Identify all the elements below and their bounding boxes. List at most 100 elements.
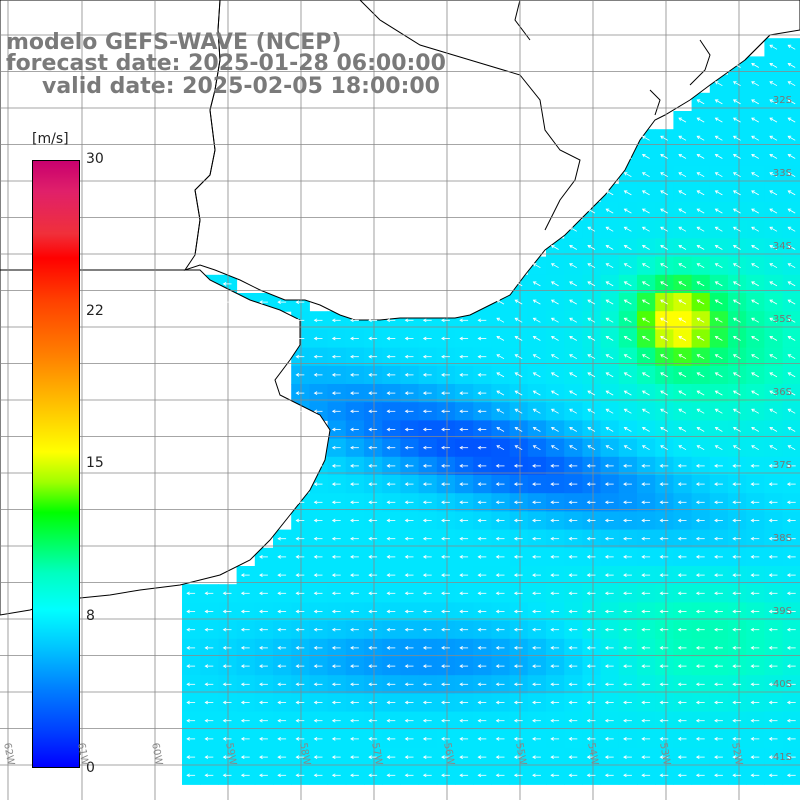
wind-arrow — [606, 299, 614, 305]
wind-arrow-head — [732, 226, 737, 231]
wind-arrow-head — [769, 208, 774, 212]
wind-arrow — [587, 372, 596, 378]
wind-arrow-head — [732, 518, 736, 523]
wind-arrow-head — [768, 773, 773, 778]
colorbar-tick: 8 — [86, 608, 95, 624]
wind-arrow-head — [786, 518, 791, 523]
wind-arrow-head — [259, 646, 263, 650]
speed-cell — [782, 92, 800, 112]
wind-arrow-head — [714, 99, 719, 103]
speed-cell — [782, 365, 800, 385]
wind-arrow — [515, 281, 523, 287]
wind-arrow-head — [532, 718, 536, 723]
wind-arrow-head — [769, 99, 774, 103]
wind-arrow-head — [422, 518, 427, 523]
wind-arrow-head — [660, 281, 664, 285]
wind-arrow-head — [350, 318, 354, 323]
wind-arrow — [642, 135, 650, 141]
wind-arrow — [660, 372, 668, 378]
wind-arrow-head — [240, 591, 245, 596]
speed-cell — [782, 74, 800, 94]
wind-arrow-head — [768, 627, 773, 632]
wind-arrow-head — [368, 773, 372, 778]
wind-arrow-head — [477, 500, 482, 505]
wind-arrow-head — [295, 300, 300, 304]
wind-arrow-head — [623, 646, 627, 650]
wind-arrow — [715, 263, 723, 269]
wind-arrow-head — [368, 682, 372, 687]
wind-arrow-head — [751, 354, 755, 358]
wind-arrow — [678, 154, 687, 159]
wind-arrow-head — [513, 464, 518, 468]
wind-arrow — [788, 226, 796, 232]
wind-arrow-head — [331, 409, 336, 414]
wind-arrow-head — [678, 245, 683, 249]
wind-arrow-head — [586, 682, 591, 687]
wind-arrow-head — [532, 354, 537, 358]
wind-arrow-head — [404, 773, 409, 778]
wind-arrow-head — [295, 718, 300, 723]
wind-arrow-head — [477, 409, 482, 414]
wind-arrow-head — [368, 445, 372, 450]
wind-arrow-head — [587, 408, 592, 413]
wind-arrow-head — [459, 445, 463, 450]
wind-arrow-head — [641, 664, 645, 668]
wind-arrow-head — [477, 609, 482, 614]
wind-arrow — [660, 427, 668, 432]
wind-arrow — [769, 135, 778, 141]
wind-arrow — [496, 427, 505, 432]
wind-arrow-head — [659, 464, 664, 468]
wind-arrow-head — [568, 464, 573, 468]
wind-arrow — [769, 208, 778, 214]
wind-arrow — [642, 427, 650, 432]
wind-arrow-head — [313, 737, 318, 741]
wind-arrow — [660, 226, 668, 232]
wind-arrow-head — [350, 591, 354, 596]
wind-arrow-head — [569, 354, 573, 358]
wind-arrow-head — [222, 627, 227, 632]
wind-arrow-head — [568, 555, 573, 559]
wind-arrow-head — [186, 773, 190, 778]
wind-arrow-head — [750, 627, 755, 632]
wind-arrow-head — [331, 555, 336, 559]
wind-arrow-head — [495, 500, 500, 505]
wind-arrow — [624, 317, 632, 323]
wind-arrow — [678, 172, 687, 178]
wind-arrow-head — [732, 445, 737, 449]
wind-arrow-head — [623, 773, 627, 778]
wind-arrow — [496, 299, 505, 305]
wind-arrow — [624, 226, 632, 232]
wind-arrow-head — [441, 336, 445, 341]
wind-arrow-head — [641, 464, 645, 468]
wind-arrow-head — [750, 536, 755, 541]
wind-arrow-head — [714, 518, 718, 523]
wind-arrow-head — [441, 318, 445, 323]
wind-arrow-head — [714, 718, 718, 723]
wind-arrow-head — [259, 664, 263, 668]
wind-arrow-head — [422, 609, 427, 614]
wind-arrow-head — [751, 190, 755, 194]
wind-arrow-head — [786, 755, 791, 759]
wind-arrow — [496, 317, 505, 323]
wind-arrow-head — [513, 646, 518, 650]
wind-arrow — [678, 190, 687, 196]
wind-arrow-head — [441, 464, 445, 468]
wind-arrow — [678, 372, 687, 378]
wind-arrow-head — [750, 700, 755, 705]
wind-arrow-head — [605, 226, 610, 231]
wind-arrow-head — [222, 737, 227, 741]
wind-arrow — [533, 372, 541, 378]
wind-arrow-head — [696, 263, 701, 267]
wind-arrow — [751, 172, 759, 178]
wind-arrow — [715, 372, 723, 378]
wind-arrow-head — [623, 427, 628, 431]
wind-arrow — [624, 299, 632, 305]
wind-arrow-head — [386, 646, 391, 650]
wind-arrow-head — [240, 755, 245, 759]
wind-arrow — [642, 154, 650, 159]
wind-arrow-head — [659, 737, 664, 741]
wind-arrow — [569, 427, 577, 432]
wind-arrow — [606, 390, 614, 396]
wind-arrow — [678, 135, 687, 141]
wind-arrow-head — [495, 518, 500, 523]
